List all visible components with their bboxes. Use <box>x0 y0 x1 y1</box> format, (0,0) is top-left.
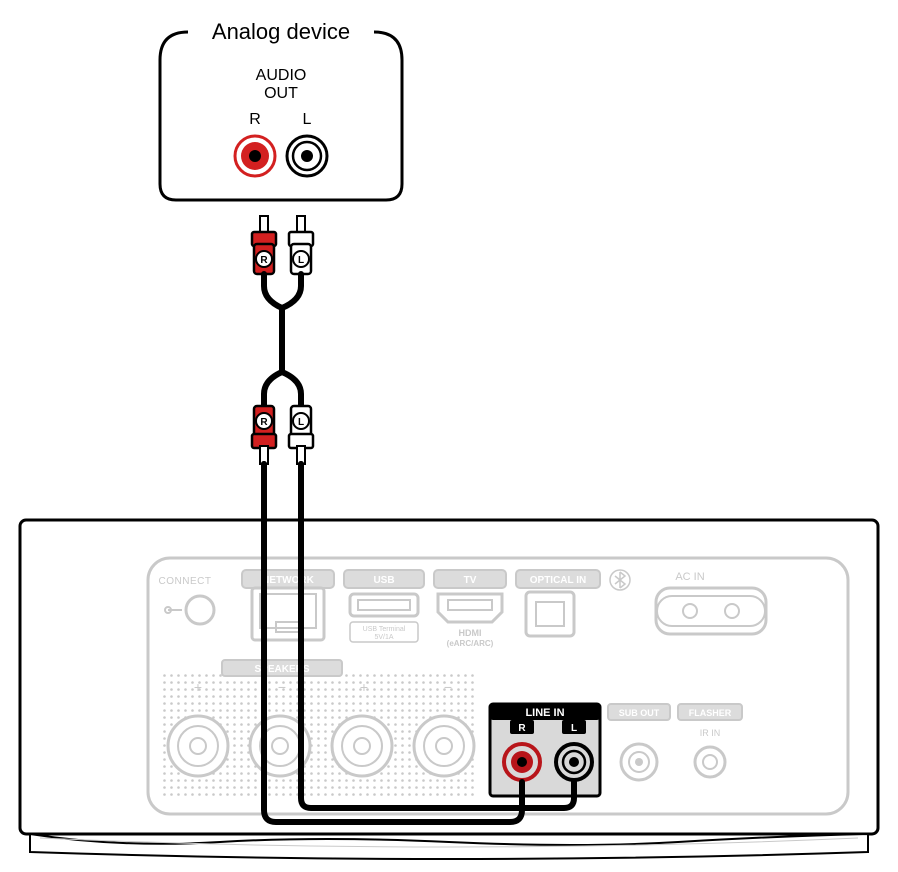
line-in-r-label: R <box>518 723 526 734</box>
plug-bottom-r-label: R <box>260 417 268 428</box>
audio-out-label-1: AUDIO <box>256 67 307 84</box>
connection-diagram: Analog device AUDIO OUT R L R L R <box>0 0 898 872</box>
speaker-minus-2: − <box>444 679 452 695</box>
speakers-section: SPEAKERS + − + − <box>162 660 478 800</box>
audio-out-label-2: OUT <box>264 85 298 102</box>
speaker-plus-1: + <box>194 679 202 695</box>
connect-label: CONNECT <box>159 576 212 587</box>
rca-plug-bottom-r: R <box>252 406 276 464</box>
rca-plug-top-l: L <box>289 216 313 274</box>
line-in-panel: LINE IN R L <box>490 704 600 796</box>
speaker-plus-2: + <box>360 679 368 695</box>
plug-top-r-label: R <box>260 255 268 266</box>
analog-jack-r <box>235 136 275 176</box>
plug-top-l-label: L <box>298 255 304 266</box>
usb-terminal-1: USB Terminal <box>363 626 406 633</box>
speaker-minus-1: − <box>278 679 286 695</box>
line-in-label: LINE IN <box>525 707 564 719</box>
hdmi-label-1: HDMI <box>459 628 482 638</box>
analog-device-title: Analog device <box>212 19 350 44</box>
hdmi-label-2: (eARC/ARC) <box>447 639 494 648</box>
optical-label: OPTICAL IN <box>530 575 586 586</box>
rca-plug-bottom-l: L <box>289 406 313 464</box>
line-in-l-label: L <box>571 723 577 734</box>
ir-in-label: IR IN <box>700 728 721 738</box>
flasher-label: FLASHER <box>689 708 732 718</box>
usb-terminal-2: 5V/1A <box>374 634 393 641</box>
plug-bottom-l-label: L <box>298 417 304 428</box>
acin-label: AC IN <box>675 571 704 583</box>
analog-jack-l <box>287 136 327 176</box>
analog-jack-r-label: R <box>249 111 261 128</box>
sub-out-label: SUB OUT <box>619 708 660 718</box>
network-label: NETWORK <box>262 575 314 586</box>
tv-label: TV <box>464 575 477 586</box>
analog-jack-l-label: L <box>303 111 312 128</box>
usb-label: USB <box>373 575 394 586</box>
rca-plug-top-r: R <box>252 216 276 274</box>
analog-device-box: Analog device AUDIO OUT R L <box>160 19 402 200</box>
